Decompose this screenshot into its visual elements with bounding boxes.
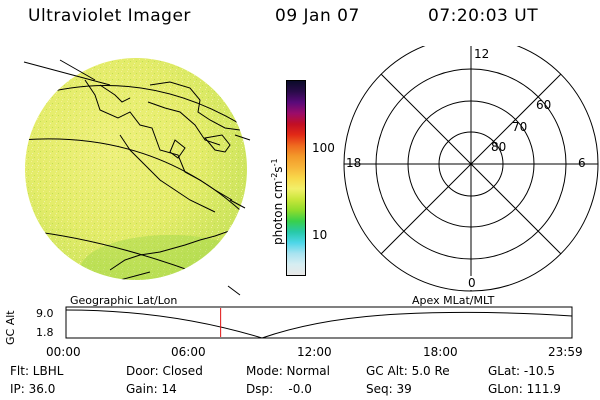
gc-alt-status: GC Alt: 5.0 Re (366, 364, 450, 378)
lat-label-60: 60 (536, 98, 552, 112)
time-tick-0600: 06:00 (171, 345, 206, 359)
glon-status: GLon: 111.9 (488, 382, 561, 396)
lat-label-80: 80 (491, 140, 507, 154)
polar-diag-2 (380, 73, 562, 255)
mlt-label-12: 12 (474, 47, 490, 61)
timeline-ymin: 1.8 (36, 326, 54, 339)
timeline-ymax: 9.0 (36, 307, 54, 320)
mlt-label-6: 6 (578, 156, 586, 170)
time-tick-0000: 00:00 (46, 345, 81, 359)
door-status: Door: Closed (126, 364, 203, 378)
timeline-frame (65, 306, 573, 339)
ip-status: IP: 36.0 (10, 382, 56, 396)
mlt-label-0: 0 (468, 276, 476, 290)
mode-status: Mode: Normal (246, 364, 330, 378)
lat-label-70: 70 (512, 120, 528, 134)
geo-latlon-label: Geographic Lat/Lon (70, 294, 178, 307)
mlt-label-18: 18 (346, 156, 362, 170)
time-tick-1800: 18:00 (423, 345, 458, 359)
colorbar-unit-label: photon cm-2s-1 (270, 158, 285, 245)
timeline-plot (65, 306, 573, 339)
colorbar-tick-100: 100 (312, 141, 335, 155)
dsp-status: Dsp: -0.0 (246, 382, 312, 396)
apex-mlat-mlt-label: Apex MLat/MLT (412, 294, 495, 307)
polar-plot (343, 46, 599, 292)
time-tick-2359: 23:59 (548, 345, 583, 359)
gain-status: Gain: 14 (126, 382, 177, 396)
seq-status: Seq: 39 (366, 382, 412, 396)
timeline-ylabel: GC Alt (4, 310, 17, 345)
filter-status: Flt: LBHL (10, 364, 64, 378)
colorbar-tick-10: 10 (312, 228, 328, 242)
time-label: 07:20:03 UT (428, 6, 539, 26)
geographic-image-panel (23, 58, 251, 296)
time-tick-1200: 12:00 (297, 345, 332, 359)
colorbar (286, 80, 306, 276)
altitude-curve (65, 309, 573, 339)
app-title: Ultraviolet Imager (28, 6, 191, 26)
date-label: 09 Jan 07 (275, 6, 360, 26)
glat-status: GLat: -10.5 (488, 364, 555, 378)
